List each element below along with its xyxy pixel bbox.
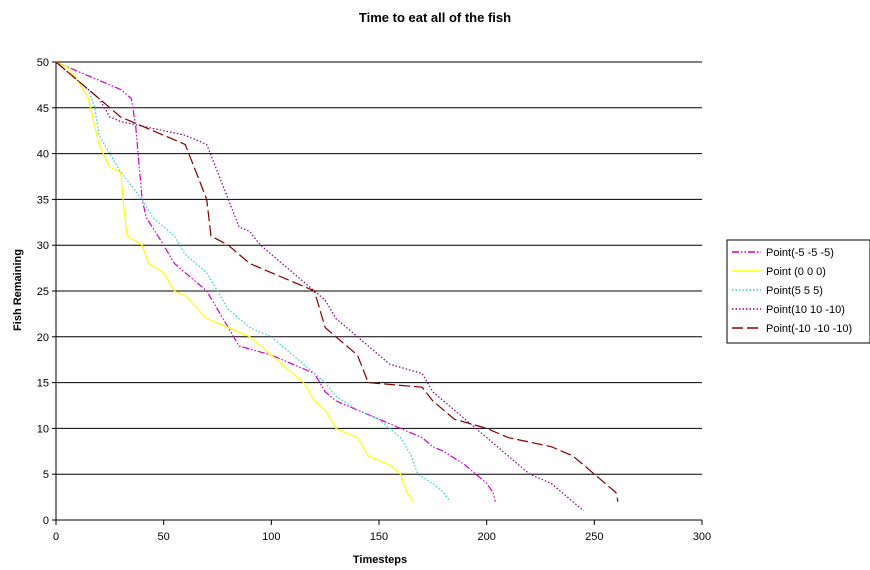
series-line-4 xyxy=(55,61,584,512)
series-line-1 xyxy=(55,61,496,502)
y-axis-title: Fish Remaining xyxy=(12,249,24,331)
y-tick-label: 0 xyxy=(43,515,49,527)
y-tick-label: 35 xyxy=(37,194,49,206)
legend-box xyxy=(726,239,870,344)
legend-label: Point (0 0 0) xyxy=(766,266,826,278)
legend-label: Point(10 10 -10) xyxy=(766,304,845,316)
y-tick-label: 40 xyxy=(37,149,49,161)
y-tick-label: 15 xyxy=(37,378,49,390)
series-line-3 xyxy=(55,61,451,503)
y-tick-label: 45 xyxy=(37,103,49,115)
x-tick-label: 0 xyxy=(53,531,59,543)
x-tick-label: 100 xyxy=(262,531,280,543)
y-tick-label: 10 xyxy=(37,423,49,435)
plot-area: 0 5 10 15 20 25 30 35 40 45 50 0 50 100 150 200 250 300 xyxy=(37,57,711,543)
x-tick-label: 300 xyxy=(693,531,711,543)
series-line-5 xyxy=(55,61,619,502)
x-tick-label: 50 xyxy=(158,531,170,543)
y-tick-label: 30 xyxy=(37,240,49,252)
x-tick-label: 200 xyxy=(477,531,495,543)
legend-label: Point(-10 -10 -10) xyxy=(766,323,852,335)
chart-title: Time to eat all of the fish xyxy=(359,10,511,25)
legend-label: Point(-5 -5 -5) xyxy=(766,247,834,259)
x-tick-label: 250 xyxy=(585,531,603,543)
x-axis-title: Timesteps xyxy=(353,554,407,566)
y-tick-label: 50 xyxy=(37,57,49,69)
x-tick-label: 150 xyxy=(370,531,388,543)
y-tick-label: 5 xyxy=(43,469,49,481)
legend: Point(-5 -5 -5) Point (0 0 0) Point(5 5 5)… xyxy=(726,239,870,344)
legend-label: Point(5 5 5) xyxy=(766,285,823,297)
y-tick-label: 20 xyxy=(37,332,49,344)
series-line-2 xyxy=(55,61,414,503)
y-tick-label: 25 xyxy=(37,286,49,298)
